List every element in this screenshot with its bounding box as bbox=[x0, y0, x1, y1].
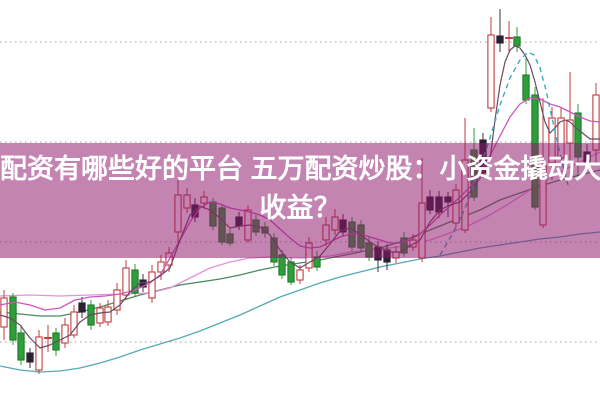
candle-body bbox=[78, 302, 86, 313]
candle-body bbox=[522, 74, 530, 101]
candle-body bbox=[17, 332, 25, 361]
title-banner-overlay bbox=[0, 143, 600, 258]
banner-title-line1: 配资有哪些好的平台 五万配资炒股：小资金撬动大 bbox=[0, 154, 600, 184]
banner-title-line2: 收益？ bbox=[259, 193, 341, 223]
candle-body bbox=[113, 289, 121, 311]
candle-body bbox=[35, 336, 43, 371]
candle-body bbox=[131, 269, 139, 294]
candle-doji-tick bbox=[44, 337, 52, 339]
candle-body bbox=[513, 36, 521, 47]
candle-body bbox=[148, 271, 156, 299]
candle-body bbox=[487, 34, 495, 109]
candle-body bbox=[287, 261, 295, 283]
candle-body bbox=[592, 94, 600, 151]
candle-body bbox=[96, 307, 104, 324]
candle-body bbox=[0, 297, 8, 328]
candle-body bbox=[122, 267, 130, 296]
candle-body bbox=[278, 254, 286, 276]
banner-title: 配资有哪些好的平台 五万配资炒股：小资金撬动大 收益？ bbox=[0, 150, 600, 228]
candle-body bbox=[70, 311, 78, 336]
candle-body bbox=[296, 269, 304, 281]
candle-body bbox=[104, 306, 112, 323]
candle-doji-tick bbox=[505, 37, 513, 39]
candle-body bbox=[496, 35, 504, 44]
candle-body bbox=[26, 352, 34, 363]
candle-body bbox=[61, 324, 69, 344]
